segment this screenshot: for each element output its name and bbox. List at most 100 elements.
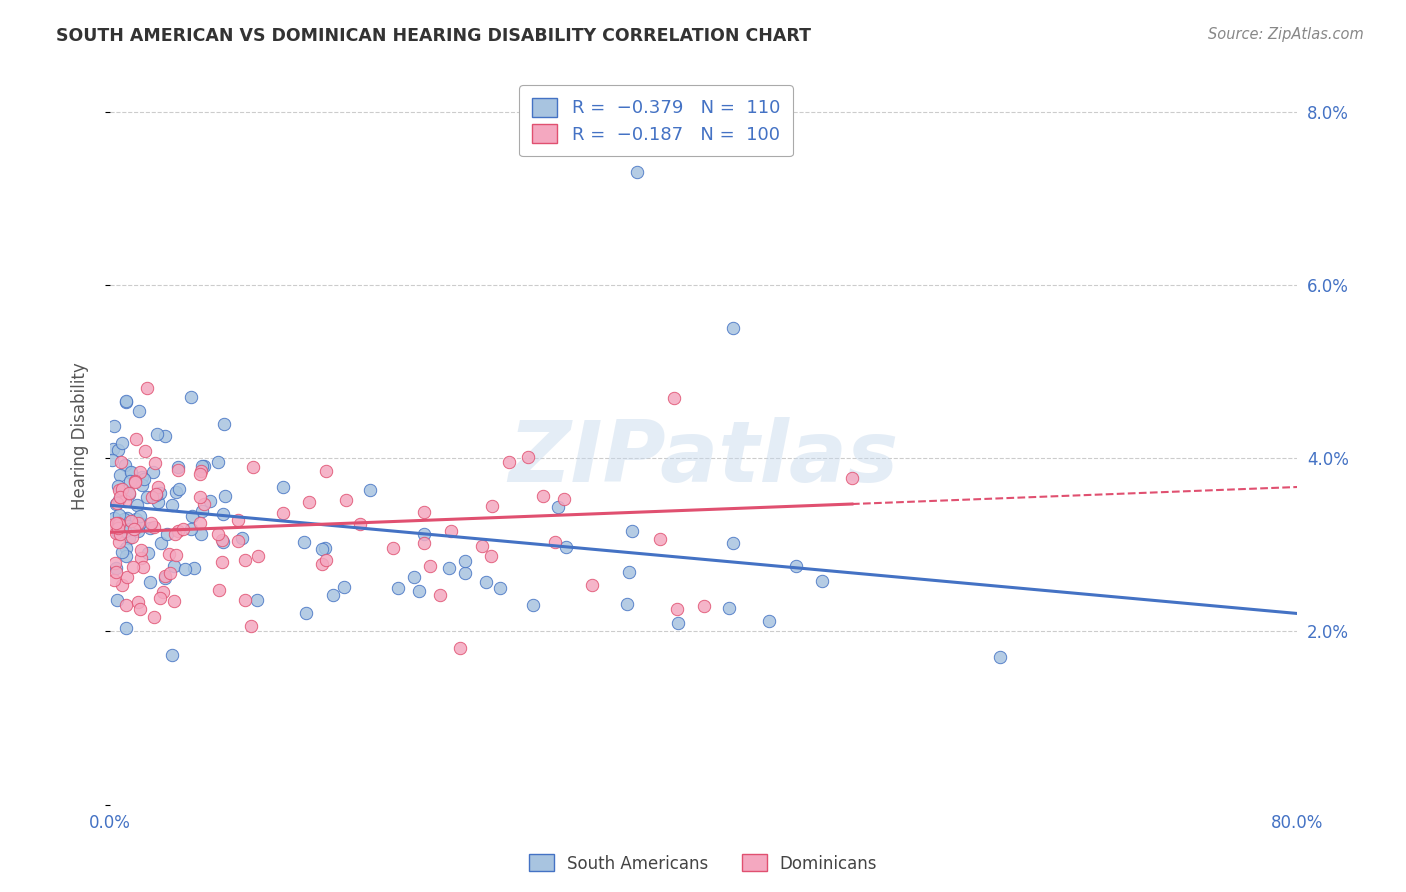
Point xyxy=(439,524,461,538)
Point xyxy=(454,554,477,568)
Point xyxy=(146,480,169,494)
Point xyxy=(118,475,141,489)
Point xyxy=(214,489,236,503)
Point xyxy=(226,533,249,548)
Point xyxy=(110,578,132,592)
Point xyxy=(111,482,134,496)
Point xyxy=(107,516,129,530)
Point xyxy=(107,479,129,493)
Point xyxy=(120,465,142,479)
Point xyxy=(134,444,156,458)
Point xyxy=(131,470,153,484)
Point xyxy=(114,394,136,409)
Point xyxy=(841,471,863,485)
Point xyxy=(449,640,471,655)
Point xyxy=(298,494,321,508)
Y-axis label: Hearing Disability: Hearing Disability xyxy=(72,363,89,510)
Point xyxy=(111,544,134,558)
Point xyxy=(105,497,128,511)
Point xyxy=(174,562,197,576)
Point xyxy=(165,548,187,562)
Point xyxy=(143,456,166,470)
Point xyxy=(479,549,502,563)
Point xyxy=(212,535,235,549)
Point xyxy=(125,512,148,526)
Point xyxy=(359,483,381,497)
Point xyxy=(129,550,152,565)
Point xyxy=(107,526,129,541)
Point xyxy=(231,531,253,545)
Point xyxy=(103,511,125,525)
Point xyxy=(412,526,434,541)
Point xyxy=(108,517,131,532)
Point xyxy=(190,465,212,479)
Point xyxy=(115,569,138,583)
Point xyxy=(105,560,128,574)
Point xyxy=(498,455,520,469)
Point xyxy=(125,499,148,513)
Point xyxy=(240,619,263,633)
Point xyxy=(141,490,163,504)
Point xyxy=(104,565,127,579)
Point xyxy=(146,495,169,509)
Point xyxy=(333,580,356,594)
Point xyxy=(155,571,177,585)
Point xyxy=(322,588,344,602)
Point xyxy=(180,390,202,404)
Point xyxy=(488,581,510,595)
Point xyxy=(190,490,212,504)
Point xyxy=(167,524,190,538)
Point xyxy=(125,521,148,535)
Point xyxy=(692,599,714,614)
Point xyxy=(626,165,648,179)
Point xyxy=(110,468,132,483)
Point xyxy=(163,558,186,573)
Point xyxy=(118,486,141,500)
Point xyxy=(207,454,229,468)
Point xyxy=(108,491,131,505)
Point xyxy=(183,561,205,575)
Point xyxy=(114,493,136,508)
Point xyxy=(112,512,135,526)
Point xyxy=(118,487,141,501)
Point xyxy=(138,521,160,535)
Point xyxy=(193,497,215,511)
Point xyxy=(135,490,157,504)
Point xyxy=(381,541,404,556)
Point xyxy=(662,391,685,405)
Point xyxy=(118,522,141,536)
Point xyxy=(142,489,165,503)
Point xyxy=(292,535,315,549)
Point xyxy=(198,493,221,508)
Point xyxy=(172,522,194,536)
Point xyxy=(110,455,132,469)
Point xyxy=(193,458,215,473)
Point xyxy=(163,594,186,608)
Point xyxy=(544,534,567,549)
Point xyxy=(132,560,155,574)
Point xyxy=(160,498,183,512)
Point xyxy=(408,583,430,598)
Point xyxy=(149,591,172,606)
Point xyxy=(437,561,460,575)
Point xyxy=(129,602,152,616)
Point xyxy=(166,463,188,477)
Point xyxy=(242,459,264,474)
Point xyxy=(413,505,436,519)
Point xyxy=(114,458,136,472)
Point xyxy=(131,478,153,492)
Point xyxy=(718,601,741,615)
Point xyxy=(295,606,318,620)
Point xyxy=(146,427,169,442)
Point xyxy=(190,516,212,531)
Point xyxy=(412,535,434,549)
Point xyxy=(127,595,149,609)
Point xyxy=(122,522,145,536)
Point xyxy=(311,557,333,571)
Point xyxy=(122,560,145,574)
Point xyxy=(315,552,337,566)
Point xyxy=(666,615,689,630)
Point xyxy=(108,508,131,522)
Point xyxy=(117,519,139,533)
Point xyxy=(160,648,183,662)
